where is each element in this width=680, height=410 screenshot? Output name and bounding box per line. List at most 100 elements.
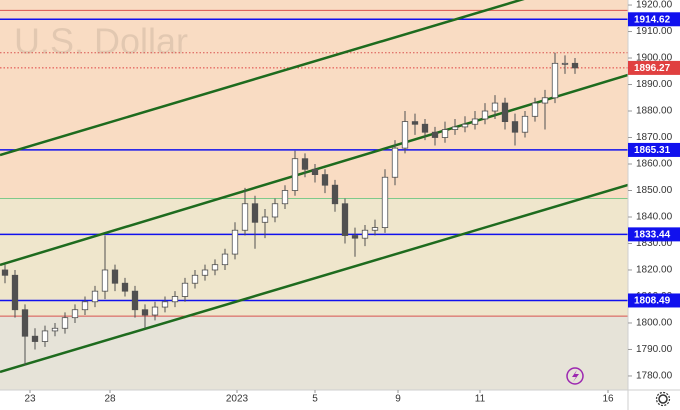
candle-body [181, 282, 189, 297]
price-label-box [628, 60, 680, 75]
price-label: 1896.27 [634, 63, 671, 74]
candle-body [211, 264, 219, 271]
candle-body [1, 269, 9, 276]
candle-body [281, 190, 289, 205]
candle-body [301, 158, 309, 170]
trend-line [0, 183, 628, 374]
candle-body [391, 147, 399, 178]
alert-icon[interactable] [566, 367, 584, 385]
x-tick-label: 11 [475, 394, 486, 405]
candle-body [331, 184, 339, 205]
candle-body [571, 62, 579, 69]
candle-body [101, 269, 109, 292]
price-label: 1865.31 [634, 145, 671, 156]
zones [0, 0, 628, 390]
y-tick-label: 1790.00 [636, 344, 673, 355]
candle-body [81, 301, 89, 311]
y-tick-label: 1850.00 [636, 185, 673, 196]
candle-body [191, 274, 199, 284]
y-tick-label: 1910.00 [636, 26, 673, 37]
x-tick-label: 28 [104, 394, 116, 405]
candle-body [141, 309, 149, 316]
candle-body [231, 229, 239, 255]
candle-body [551, 62, 559, 99]
candle-body [381, 176, 389, 228]
candle-body [251, 203, 259, 223]
y-tick-label: 1780.00 [636, 371, 673, 382]
candle-body [361, 229, 369, 239]
candle-body [431, 131, 439, 138]
candle-body [21, 309, 29, 337]
candle-body [131, 290, 139, 311]
y-tick-label: 1920.00 [636, 0, 673, 11]
candle-body [121, 282, 129, 292]
candle-body [481, 110, 489, 120]
price-label-box [628, 293, 680, 308]
candle-body [161, 301, 169, 308]
candle-body [51, 327, 59, 332]
x-tick-label: 23 [24, 394, 36, 405]
candle-body [521, 115, 529, 133]
candle-body [501, 102, 509, 123]
candle-body [491, 102, 499, 112]
y-tick-label: 1800.00 [636, 318, 673, 329]
price-label-box [628, 12, 680, 27]
zone [0, 0, 628, 199]
candle-body [351, 235, 359, 239]
y-tick-label: 1900.00 [636, 53, 673, 64]
candle-body [221, 253, 229, 266]
y-tick-label: 1880.00 [636, 106, 673, 117]
candle-body [171, 296, 179, 303]
y-tick-label: 1840.00 [636, 212, 673, 223]
plot [0, 0, 628, 374]
candle-body [341, 203, 349, 236]
x-tick-label: 16 [602, 394, 614, 405]
price-label: 1914.62 [634, 14, 671, 25]
zone [0, 316, 628, 390]
trend-line [0, 0, 525, 157]
candle-body [151, 306, 159, 316]
settings-icon[interactable] [655, 391, 671, 407]
y-tick-label: 1890.00 [636, 79, 673, 90]
candle-body [271, 203, 279, 218]
candle-body [401, 121, 409, 149]
axis: 1780.001790.001800.001810.001820.001830.… [24, 0, 680, 405]
candle-body [201, 269, 209, 276]
candle-body [241, 203, 249, 231]
candle-body [41, 330, 49, 342]
candle-body [471, 118, 479, 125]
candle-body [451, 126, 459, 130]
candle-body [31, 335, 39, 342]
candle-body [111, 269, 119, 284]
candle-body [421, 123, 429, 133]
candle-body [531, 102, 539, 117]
candle-body [291, 158, 299, 191]
candle-body [511, 121, 519, 133]
candle-body [311, 168, 319, 175]
candle-body [441, 129, 449, 138]
price-label: 1808.49 [634, 296, 671, 307]
candle-body [91, 290, 99, 303]
y-tick-label: 1820.00 [636, 265, 673, 276]
watermark: U.S. Dollar [14, 21, 188, 62]
candle-body [11, 274, 19, 311]
candle-body [461, 123, 469, 128]
candle-body [321, 174, 329, 186]
x-tick-label: 9 [395, 394, 401, 405]
candle-body [541, 97, 549, 104]
candle-body [411, 121, 419, 125]
y-tick-label: 1870.00 [636, 132, 673, 143]
y-tick-label: 1860.00 [636, 159, 673, 170]
candle-body [371, 227, 379, 231]
y-tick-label: 1830.00 [636, 238, 673, 249]
candle-body [61, 317, 69, 329]
price-label-box [628, 142, 680, 157]
candle-body [261, 216, 269, 223]
price-label: 1833.44 [634, 230, 671, 241]
candle-body [561, 62, 569, 65]
x-tick-label: 2023 [226, 394, 249, 405]
x-tick-label: 5 [312, 394, 318, 405]
candle-body [71, 309, 79, 319]
